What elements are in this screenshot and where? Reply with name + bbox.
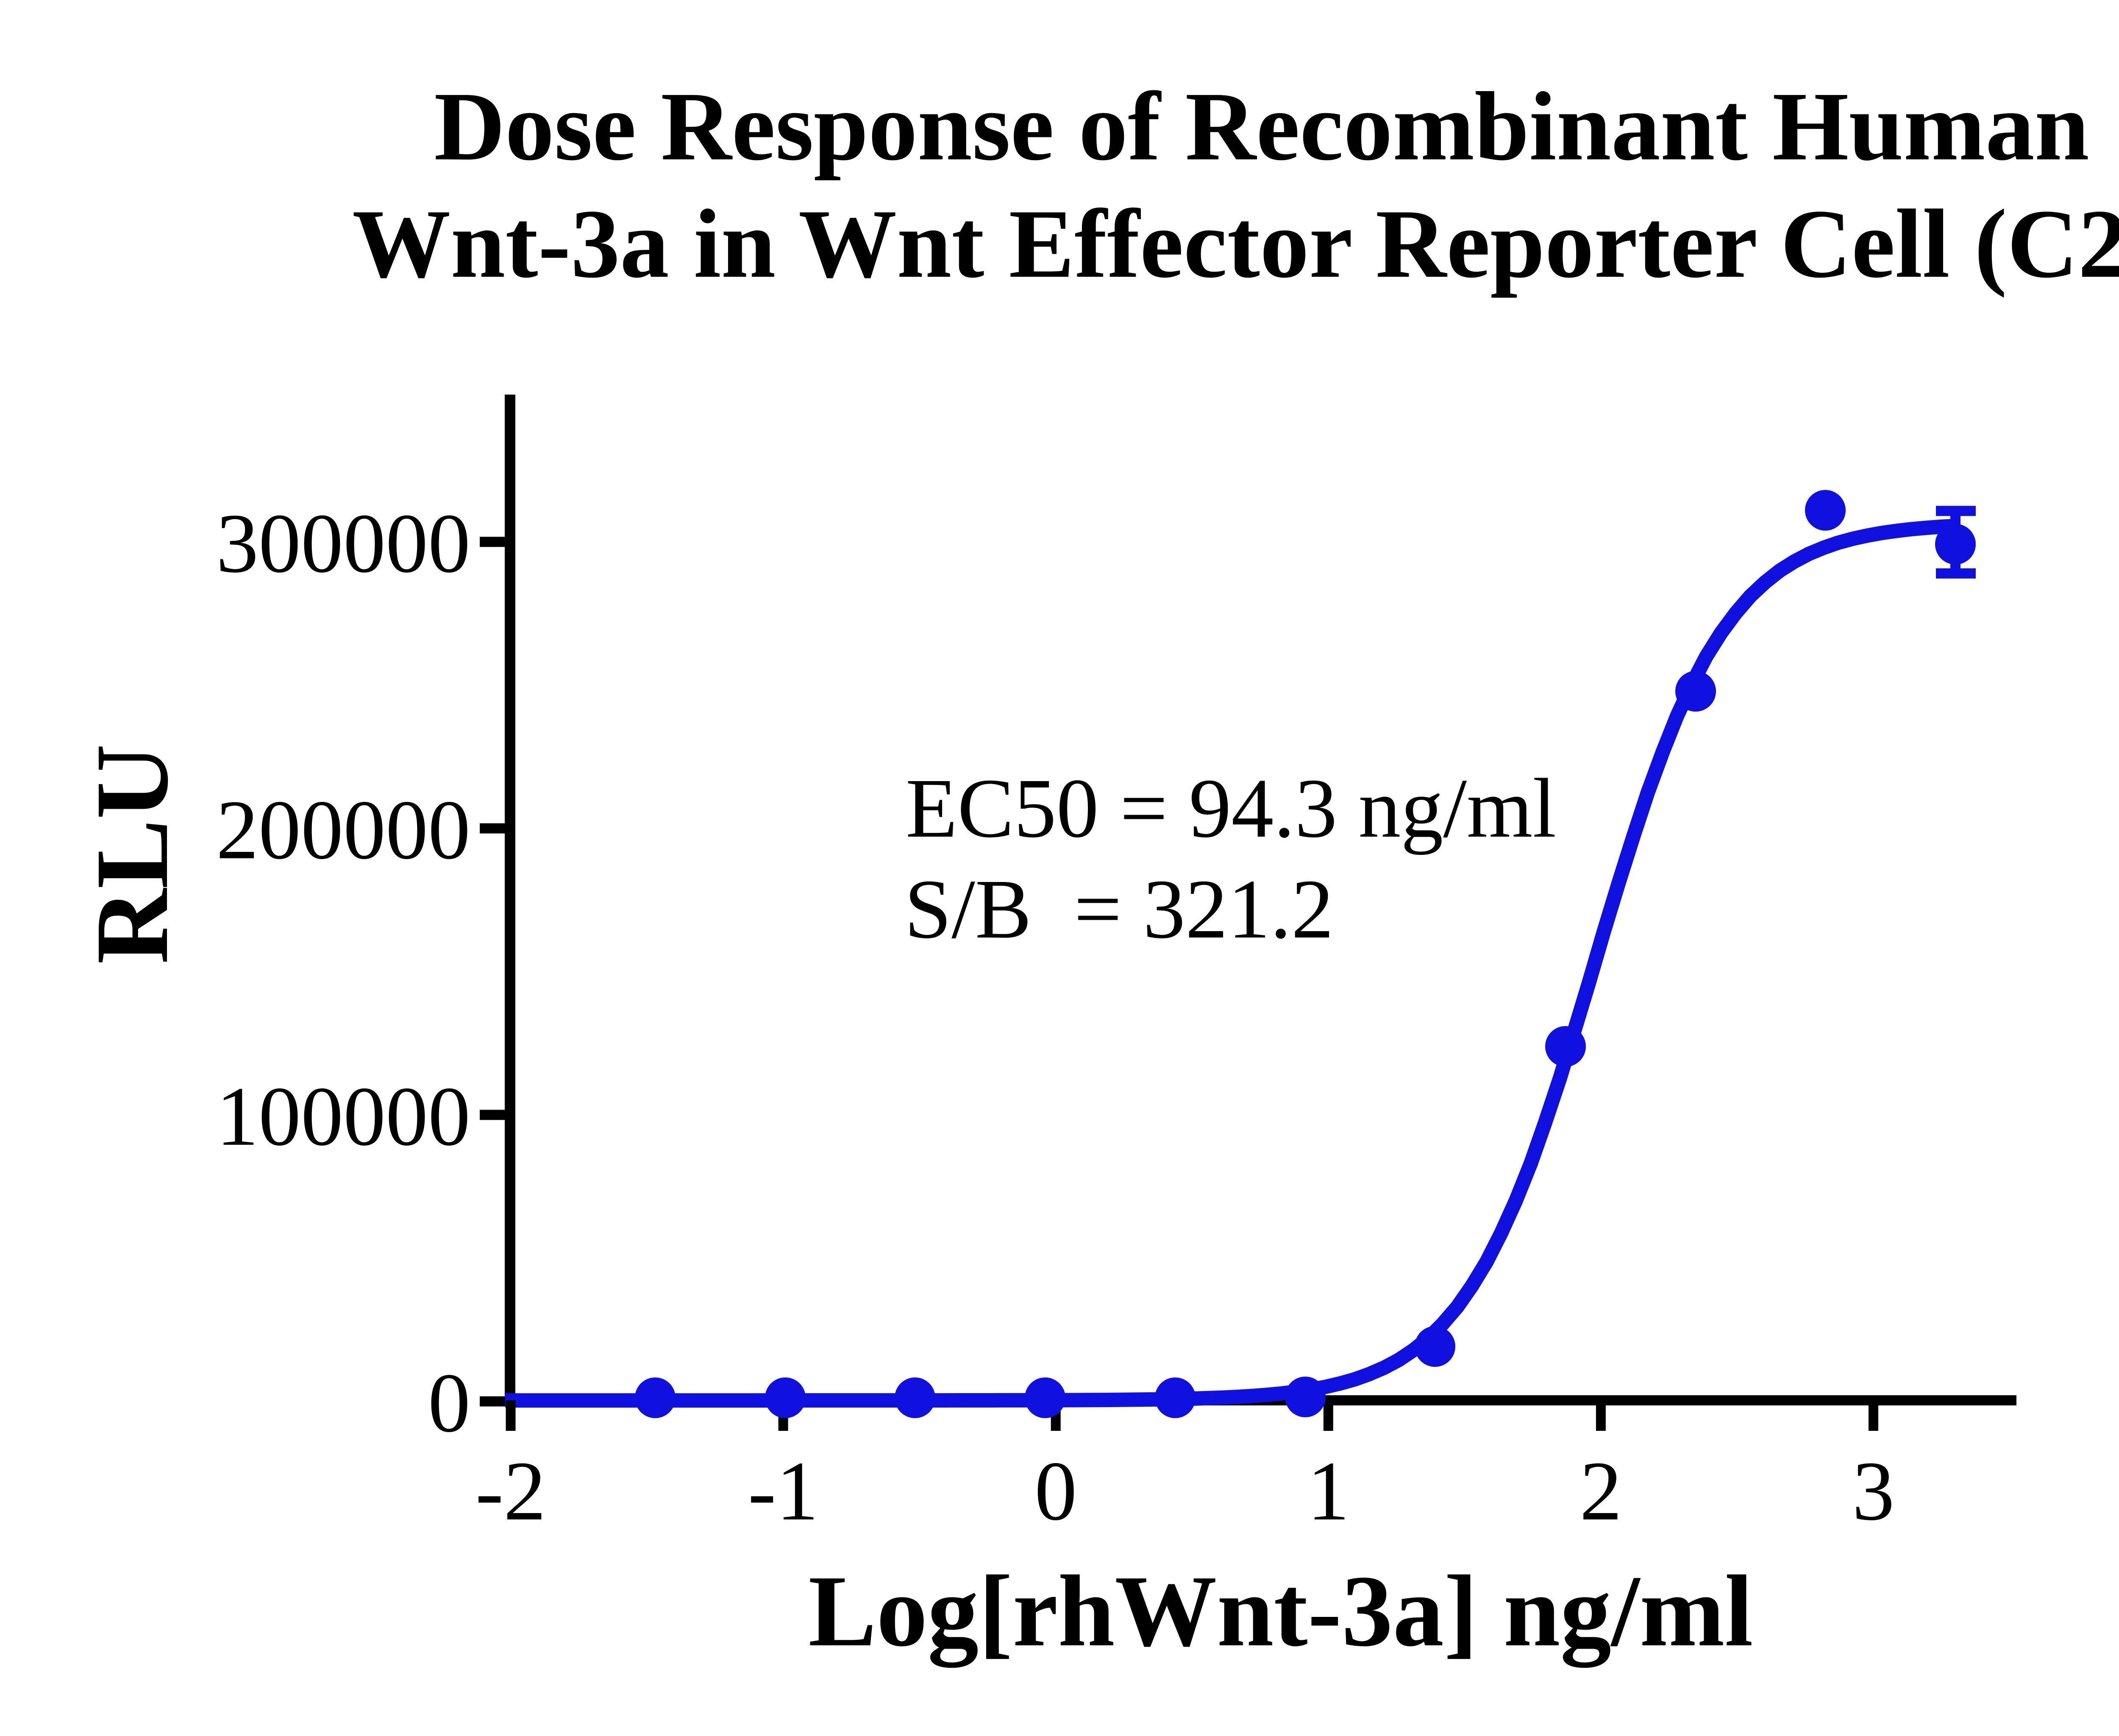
svg-text:300000: 300000 — [216, 497, 470, 590]
svg-text:Wnt-3a in Wnt Effector Reporte: Wnt-3a in Wnt Effector Reporter Cell (C2… — [352, 189, 2119, 298]
svg-text:0: 0 — [428, 1356, 470, 1450]
svg-text:-2: -2 — [476, 1444, 546, 1538]
svg-text:S/B = 321.2: S/B = 321.2 — [904, 862, 1334, 956]
svg-text:200000: 200000 — [216, 783, 470, 877]
svg-text:1: 1 — [1307, 1444, 1349, 1538]
svg-text:0: 0 — [1034, 1444, 1077, 1538]
svg-text:3: 3 — [1852, 1444, 1895, 1538]
svg-text:Log[rhWnt-3a] ng/ml: Log[rhWnt-3a] ng/ml — [808, 1555, 1753, 1668]
svg-text:2: 2 — [1580, 1444, 1622, 1538]
svg-text:-1: -1 — [748, 1444, 819, 1538]
svg-text:EC50 = 94.3 ng/ml: EC50 = 94.3 ng/ml — [906, 762, 1556, 855]
svg-text:Dose Response of Recombinant H: Dose Response of Recombinant Human — [434, 72, 2089, 181]
svg-text:RLU: RLU — [75, 744, 190, 964]
svg-text:100000: 100000 — [216, 1070, 470, 1163]
